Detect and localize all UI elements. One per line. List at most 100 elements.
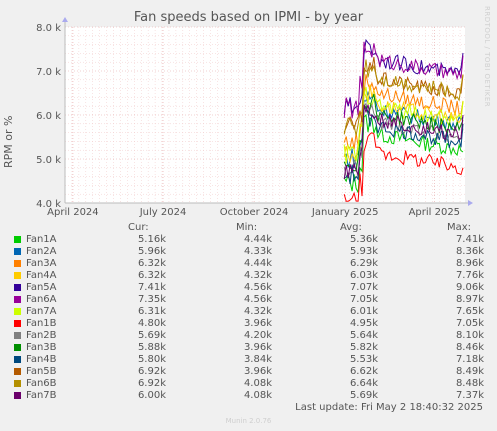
legend-value-max: 9.06k	[455, 282, 484, 293]
legend-value-max: 8.10k	[455, 330, 484, 341]
legend-max-header: Max:	[447, 222, 472, 233]
legend-row-fan6a: Fan6A 7.35k 4.56k 7.05k 8.97k	[0, 294, 497, 306]
legend-series-name: Fan3A	[26, 258, 57, 269]
legend-value-avg: 7.07k	[349, 282, 378, 293]
x-tick-label: October 2024	[220, 207, 289, 218]
legend-row-fan7b: Fan7B 6.00k 4.08k 5.69k 7.37k	[0, 390, 497, 402]
legend-value-min: 3.96k	[243, 366, 272, 377]
last-update: Last update: Fri May 2 18:40:32 2025	[295, 402, 483, 413]
legend-value-cur: 5.16k	[137, 234, 166, 245]
legend-row-fan2a: Fan2A 5.96k 4.33k 5.93k 8.36k	[0, 246, 497, 258]
legend-row-fan6b: Fan6B 6.92k 4.08k 6.64k 8.48k	[0, 378, 497, 390]
munin-version: Munin 2.0.76	[225, 417, 272, 425]
legend-row-fan2b: Fan2B 5.69k 4.20k 5.64k 8.10k	[0, 330, 497, 342]
series-line-fan6a	[343, 41, 464, 119]
legend-value-min: 3.84k	[243, 354, 272, 365]
legend-value-avg: 6.01k	[349, 306, 378, 317]
legend-value-avg: 5.53k	[349, 354, 378, 365]
legend-series-name: Fan4A	[26, 270, 57, 281]
y-tick-label: 8.0 k	[36, 23, 61, 34]
legend-swatch	[14, 308, 21, 315]
legend-swatch	[14, 332, 21, 339]
legend-swatch	[14, 356, 21, 363]
legend-value-avg: 6.64k	[349, 378, 378, 389]
legend-swatch	[14, 260, 21, 267]
legend-cur-header: Cur:	[128, 222, 149, 233]
legend-row-fan1b: Fan1B 4.80k 3.96k 4.95k 7.05k	[0, 318, 497, 330]
legend-row-fan5a: Fan5A 7.41k 4.56k 7.07k 9.06k	[0, 282, 497, 294]
legend-value-min: 4.33k	[243, 246, 272, 257]
series-line-fan1b	[343, 132, 464, 202]
legend-swatch	[14, 296, 21, 303]
legend-value-min: 4.32k	[243, 306, 272, 317]
legend-series-name: Fan6A	[26, 294, 57, 305]
y-axis-label: RPM or %	[2, 115, 15, 168]
legend-swatch	[14, 368, 21, 375]
legend-value-cur: 6.31k	[137, 306, 166, 317]
legend-series-name: Fan1B	[26, 318, 57, 329]
legend-value-avg: 5.69k	[349, 390, 378, 401]
legend-value-cur: 4.80k	[137, 318, 166, 329]
series-line-fan4a	[343, 84, 464, 164]
legend-value-cur: 6.00k	[137, 390, 166, 401]
legend-value-cur: 7.41k	[137, 282, 166, 293]
legend-value-min: 4.32k	[243, 270, 272, 281]
legend-value-cur: 6.92k	[137, 366, 166, 377]
legend-series-name: Fan3B	[26, 342, 57, 353]
legend-value-max: 8.97k	[455, 294, 484, 305]
legend-value-avg: 5.36k	[349, 234, 378, 245]
legend-value-max: 7.65k	[455, 306, 484, 317]
legend-value-cur: 5.80k	[137, 354, 166, 365]
legend-value-min: 4.44k	[243, 234, 272, 245]
legend-avg-header: Avg:	[340, 222, 362, 233]
legend-value-min: 4.44k	[243, 258, 272, 269]
legend-value-avg: 6.62k	[349, 366, 378, 377]
legend-value-avg: 6.03k	[349, 270, 378, 281]
legend-value-min: 4.08k	[243, 378, 272, 389]
legend-value-min: 4.20k	[243, 330, 272, 341]
legend-value-min: 3.96k	[243, 342, 272, 353]
legend-value-max: 7.41k	[455, 234, 484, 245]
rrdtool-watermark: RRDTOOL / TOBI OETIKER	[483, 6, 491, 108]
x-tick-label: January 2025	[311, 207, 379, 218]
legend-series-name: Fan2A	[26, 246, 57, 257]
legend-series-name: Fan5B	[26, 366, 57, 377]
series-line-fan7a	[343, 86, 464, 164]
legend-row-fan1a: Fan1A 5.16k 4.44k 5.36k 7.41k	[0, 234, 497, 246]
legend-swatch	[14, 344, 21, 351]
legend-swatch	[14, 248, 21, 255]
legend-swatch	[14, 272, 21, 279]
x-axis-arrow	[468, 200, 473, 206]
legend-value-min: 4.56k	[243, 294, 272, 305]
y-tick-label: 7.0 k	[36, 67, 61, 78]
legend-series-name: Fan5A	[26, 282, 57, 293]
series-line-fan5b	[343, 56, 464, 133]
legend-swatch	[14, 236, 21, 243]
legend-value-cur: 5.88k	[137, 342, 166, 353]
legend-row-fan7a: Fan7A 6.31k 4.32k 6.01k 7.65k	[0, 306, 497, 318]
legend-value-avg: 5.93k	[349, 246, 378, 257]
legend-swatch	[14, 392, 21, 399]
legend-series-name: Fan7B	[26, 390, 57, 401]
legend-value-cur: 5.96k	[137, 246, 166, 257]
y-tick-label: 4.0 k	[36, 199, 61, 210]
x-tick-label: April 2025	[409, 207, 460, 218]
legend-value-max: 7.37k	[455, 390, 484, 401]
y-tick-label: 6.0 k	[36, 111, 61, 122]
series-line-fan7b	[343, 104, 464, 180]
legend-swatch	[14, 284, 21, 291]
legend-value-min: 4.56k	[243, 282, 272, 293]
legend-value-max: 7.76k	[455, 270, 484, 281]
x-tick-label: July 2024	[139, 207, 187, 218]
legend-series-name: Fan7A	[26, 306, 57, 317]
legend-value-avg: 4.95k	[349, 318, 378, 329]
legend-value-max: 8.48k	[455, 378, 484, 389]
legend-min-header: Min:	[236, 222, 258, 233]
legend-value-avg: 5.82k	[349, 342, 378, 353]
series-line-fan6b	[343, 59, 464, 136]
legend-value-cur: 6.92k	[137, 378, 166, 389]
legend-row-fan4b: Fan4B 5.80k 3.84k 5.53k 7.18k	[0, 354, 497, 366]
legend-value-avg: 6.29k	[349, 258, 378, 269]
legend-value-cur: 6.32k	[137, 270, 166, 281]
